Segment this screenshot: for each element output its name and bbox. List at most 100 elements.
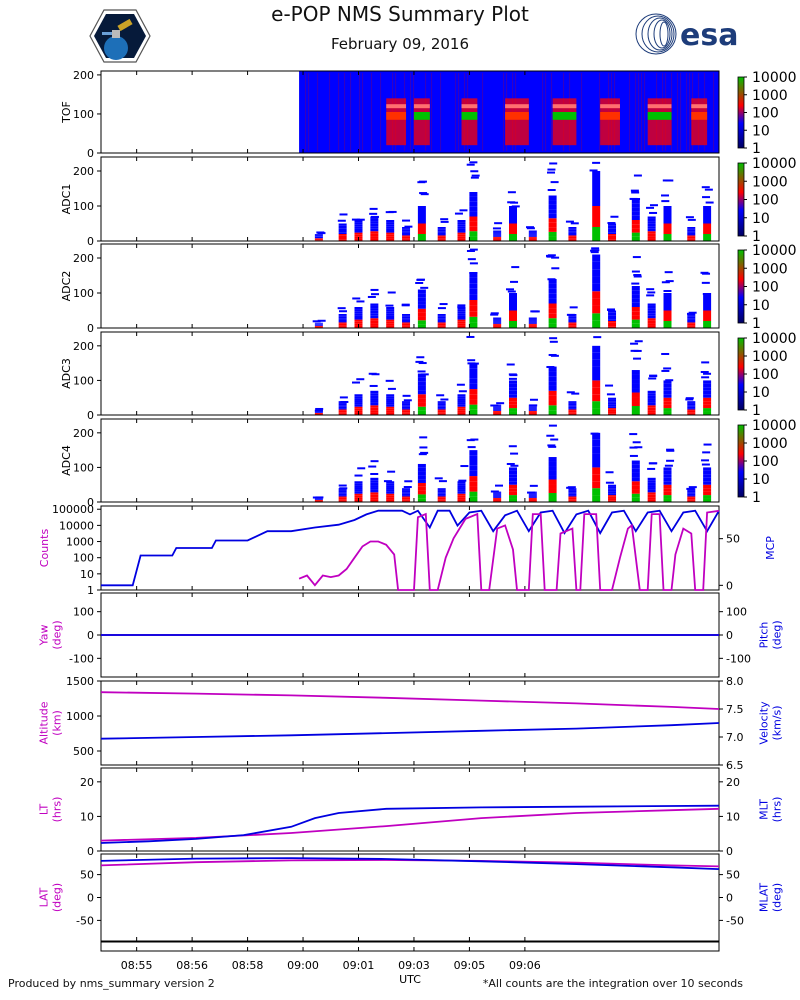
- burst-cell: [703, 213, 712, 217]
- burst-dash: [705, 201, 714, 204]
- burst-cell: [703, 394, 712, 398]
- burst-cell: [386, 394, 395, 397]
- burst-dash: [629, 446, 638, 449]
- burst-dash: [356, 378, 365, 381]
- burst-cell: [509, 234, 517, 238]
- burst-cell: [663, 488, 672, 492]
- burst-dash: [701, 281, 710, 284]
- burst-cell: [592, 394, 601, 402]
- burst-cell: [592, 276, 601, 284]
- burst-cell: [568, 238, 577, 240]
- burst-cell: [548, 497, 557, 502]
- colorbar-tick-label: 1000: [752, 436, 788, 452]
- burst-cell: [608, 488, 617, 490]
- burst-cell: [402, 492, 411, 494]
- burst-cell: [663, 498, 672, 502]
- spectrogram-adc2: [312, 247, 712, 328]
- burst-cell: [314, 501, 323, 502]
- burst-cell: [338, 230, 347, 233]
- burst: [352, 297, 365, 328]
- burst-dash: [371, 293, 380, 296]
- burst-cell: [687, 412, 696, 414]
- burst: [592, 336, 602, 415]
- y-tick-label-right: 6.5: [726, 759, 744, 772]
- burst-dash: [337, 219, 346, 222]
- burst-cell: [314, 235, 323, 237]
- ylabel-yaw: Yaw (deg): [38, 620, 64, 649]
- burst-cell: [548, 227, 557, 232]
- burst: [457, 465, 469, 502]
- burst-cell: [608, 239, 617, 241]
- burst-cell: [663, 481, 672, 485]
- burst: [402, 219, 413, 241]
- burst-dash: [629, 454, 638, 457]
- burst-cell: [469, 192, 478, 197]
- series-mlt: [100, 804, 720, 844]
- burst-cell: [370, 238, 379, 241]
- burst-cell: [687, 490, 696, 493]
- burst-dash: [529, 398, 538, 401]
- tof-texture-line: [704, 73, 706, 151]
- burst-cell: [437, 318, 446, 320]
- burst: [607, 308, 617, 328]
- burst-cell: [528, 407, 537, 409]
- burst-cell: [457, 493, 466, 496]
- burst-cell: [548, 366, 557, 372]
- burst-cell: [608, 495, 617, 497]
- burst-cell: [469, 283, 478, 289]
- burst: [490, 484, 504, 502]
- tof-band-red: [647, 98, 672, 146]
- burst-cell: [314, 240, 323, 241]
- burst-dash: [646, 294, 655, 297]
- burst-cell: [437, 234, 446, 236]
- burst-dash: [701, 361, 710, 364]
- burst-dash: [418, 180, 427, 183]
- burst: [338, 396, 349, 415]
- tof-texture-line: [350, 73, 352, 151]
- burst-cell: [663, 411, 672, 415]
- burst-dash: [470, 176, 479, 179]
- burst-cell: [687, 238, 696, 240]
- burst-cell: [417, 316, 426, 321]
- burst-cell: [663, 223, 672, 227]
- epop-mission-logo: [89, 9, 151, 63]
- burst-cell: [548, 308, 557, 314]
- burst-cell: [338, 239, 347, 241]
- burst-dash: [565, 220, 574, 223]
- burst-cell: [338, 402, 347, 404]
- y-tick-label: 0: [87, 892, 94, 905]
- burst-cell: [457, 396, 466, 399]
- burst-cell: [647, 216, 656, 219]
- burst-cell: [528, 326, 537, 328]
- burst-dash: [507, 201, 516, 204]
- burst-cell: [402, 322, 411, 324]
- colorbar-tick-label: 100: [752, 454, 779, 470]
- tof-y-tick-label: 100: [73, 108, 94, 121]
- tof-band-red: [413, 98, 430, 146]
- burst-cell: [528, 406, 537, 408]
- burst-cell: [457, 398, 466, 401]
- tof-band-top: [600, 104, 620, 109]
- colorbar-tick-label: 10000: [752, 243, 797, 259]
- tof-texture-line: [545, 73, 547, 151]
- burst-cell: [631, 388, 640, 393]
- burst: [566, 486, 577, 502]
- burst-cell: [608, 500, 617, 502]
- burst: [631, 256, 642, 328]
- burst-cell: [493, 407, 502, 409]
- x-tick-label: 08:55: [121, 959, 153, 972]
- tof-band-red: [552, 98, 577, 146]
- burst-cell: [528, 319, 537, 321]
- burst: [590, 247, 601, 328]
- burst-cell: [548, 204, 557, 210]
- burst-cell: [338, 223, 347, 226]
- burst-cell: [437, 239, 446, 241]
- burst-cell: [687, 489, 696, 491]
- burst-cell: [592, 352, 601, 360]
- adc4-y-tick-label: 200: [73, 427, 94, 440]
- burst-cell: [402, 227, 411, 229]
- burst-cell: [338, 321, 347, 323]
- tof-texture-line: [413, 73, 415, 151]
- burst-dash: [354, 474, 363, 477]
- burst-cell: [457, 226, 466, 229]
